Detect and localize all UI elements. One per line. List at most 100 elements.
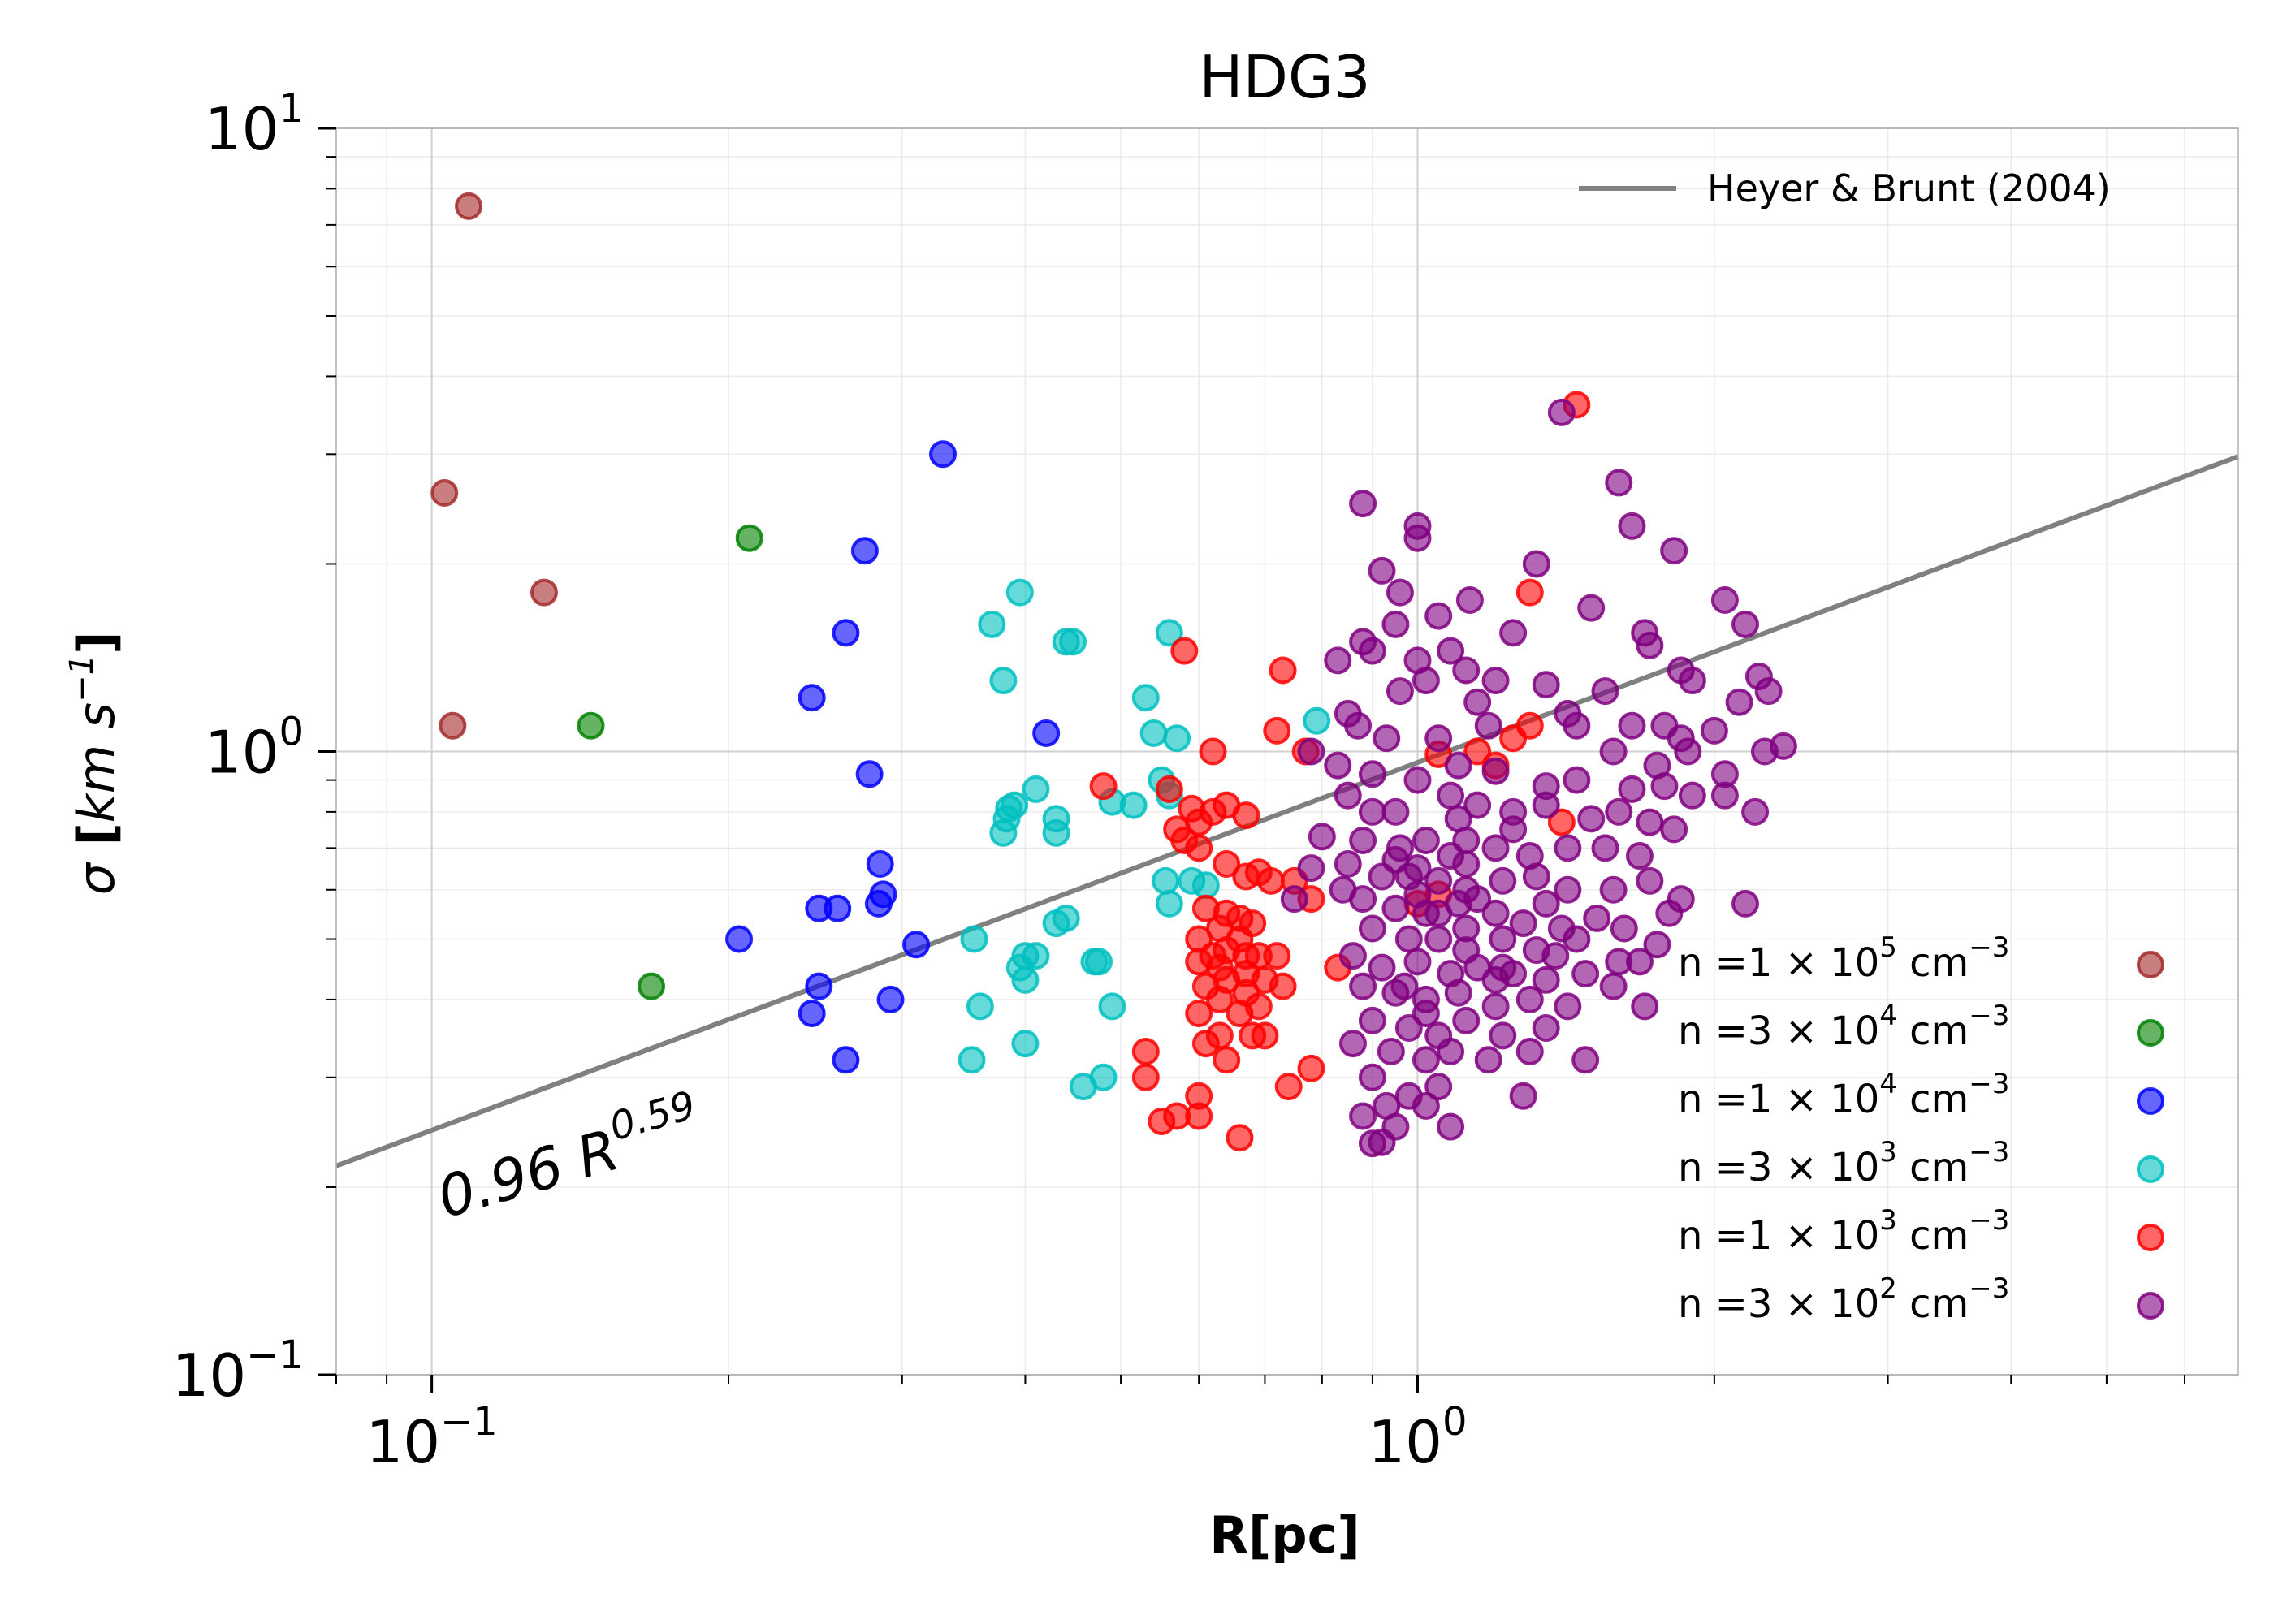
legend-marker-series-5 [2137, 1292, 2164, 1320]
legend-exp: 4 [1879, 1068, 1897, 1100]
point-series-5 [1563, 766, 1591, 794]
point-series-3 [1089, 1063, 1118, 1091]
point-series-5 [1403, 880, 1432, 909]
point-series-5 [1424, 724, 1453, 753]
point-series-5 [1308, 823, 1336, 851]
point-series-5 [1437, 1038, 1465, 1066]
point-series-3 [966, 992, 994, 1021]
point-series-5 [1437, 781, 1465, 810]
point-series-4 [1499, 724, 1528, 753]
points-layer [430, 192, 1797, 1158]
point-series-5 [1509, 1082, 1537, 1110]
point-series-5 [1636, 631, 1664, 659]
point-series-5 [1532, 791, 1560, 819]
legend-exp: 3 [1879, 1204, 1897, 1237]
point-series-5 [1386, 578, 1414, 607]
point-series-5 [1424, 925, 1453, 953]
point-series-5 [1532, 671, 1560, 699]
legend-label-series-1: n =3 × 104 cm−3 [1678, 1000, 2009, 1054]
point-series-5 [1618, 512, 1646, 540]
point-series-5 [1297, 854, 1325, 883]
point-series-5 [1368, 953, 1396, 982]
legend-exp: 3 [1879, 1136, 1897, 1168]
point-series-2 [832, 1046, 860, 1074]
point-series-5 [1599, 737, 1628, 766]
point-series-5 [1591, 677, 1619, 706]
point-series-5 [1643, 931, 1671, 959]
point-series-5 [1481, 834, 1510, 862]
point-series-5 [1481, 757, 1510, 785]
point-series-5 [1381, 845, 1410, 874]
point-series-2 [725, 925, 754, 953]
point-series-4 [1199, 737, 1227, 766]
point-series-4 [1213, 1046, 1241, 1074]
point-series-5 [1678, 667, 1706, 695]
legend-label-series-0: n =1 × 105 cm−3 [1678, 931, 2009, 986]
point-series-4 [1089, 772, 1118, 801]
y-tick-label-exp: 1 [279, 86, 304, 132]
legend-unit: cm [1897, 1281, 1969, 1327]
y-tick-label-exp: −1 [246, 1332, 304, 1378]
x-axis-label: R[pc] [1209, 1505, 1360, 1565]
point-series-5 [1324, 751, 1352, 780]
point-series-5 [1547, 398, 1576, 426]
point-series-5 [1424, 1073, 1453, 1101]
point-series-5 [1636, 866, 1664, 895]
legend-unit-exp: −3 [1969, 1204, 2009, 1237]
point-series-5 [1554, 992, 1582, 1021]
fit-annotation-exp: 0.59 [604, 1082, 700, 1150]
point-series-5 [1358, 637, 1386, 665]
legend-prefix: n =1 × 10 [1678, 1213, 1879, 1259]
point-series-5 [1474, 1046, 1502, 1074]
point-series-5 [1700, 716, 1728, 745]
point-series-5 [1452, 850, 1481, 878]
point-series-5 [1444, 751, 1472, 780]
point-series-5 [1532, 1014, 1560, 1043]
sigma-symbol: σ [67, 862, 126, 895]
legend-marker-series-1 [2137, 1019, 2164, 1047]
fit-annotation: 0.96 R0.59 [430, 1082, 701, 1231]
point-series-2 [850, 537, 879, 565]
legend-marker-series-2 [2137, 1087, 2164, 1115]
legend-prefix: n =3 × 10 [1678, 1281, 1879, 1327]
point-series-4 [1226, 1000, 1254, 1028]
point-series-3 [989, 667, 1018, 695]
point-series-2 [832, 619, 860, 647]
point-series-5 [1678, 781, 1706, 810]
point-series-4 [1515, 578, 1544, 607]
point-series-5 [1599, 972, 1628, 1000]
point-series-0 [439, 711, 467, 740]
point-series-3 [1303, 706, 1331, 735]
point-series-5 [1368, 556, 1396, 585]
point-series-5 [1463, 688, 1492, 716]
point-series-5 [1455, 585, 1484, 614]
point-series-3 [1155, 889, 1183, 918]
y-label-close: ] [67, 632, 126, 654]
point-series-5 [1577, 594, 1606, 622]
point-series-5 [1349, 826, 1377, 854]
fit-line [335, 454, 2240, 1168]
point-series-5 [1403, 524, 1432, 552]
point-series-0 [530, 578, 558, 607]
y-tick-label-exp: 0 [279, 710, 304, 755]
point-series-2 [1032, 719, 1061, 747]
legend-fit: Heyer & Brunt (2004) [1579, 166, 2111, 210]
legend-label-series-3: n =3 × 103 cm−3 [1678, 1136, 2009, 1190]
point-series-5 [1381, 894, 1410, 922]
point-series-5 [1386, 677, 1414, 706]
legend-unit-exp: −3 [1969, 1000, 2009, 1032]
point-series-3 [1191, 871, 1220, 900]
y-tick-label-base: 10 [172, 1341, 247, 1410]
point-series-5 [1489, 925, 1517, 953]
point-series-5 [1297, 737, 1325, 766]
point-series-3 [1155, 619, 1183, 647]
point-series-5 [1554, 834, 1582, 862]
x-tick-label-exp: −1 [440, 1399, 498, 1445]
y-tick-label-base: 10 [205, 719, 279, 787]
point-series-4 [1263, 942, 1291, 970]
legend-unit-exp: −3 [1969, 1136, 2009, 1168]
legend-unit-exp: −3 [1969, 1068, 2009, 1100]
point-series-3 [1042, 818, 1070, 847]
point-series-5 [1754, 677, 1783, 706]
